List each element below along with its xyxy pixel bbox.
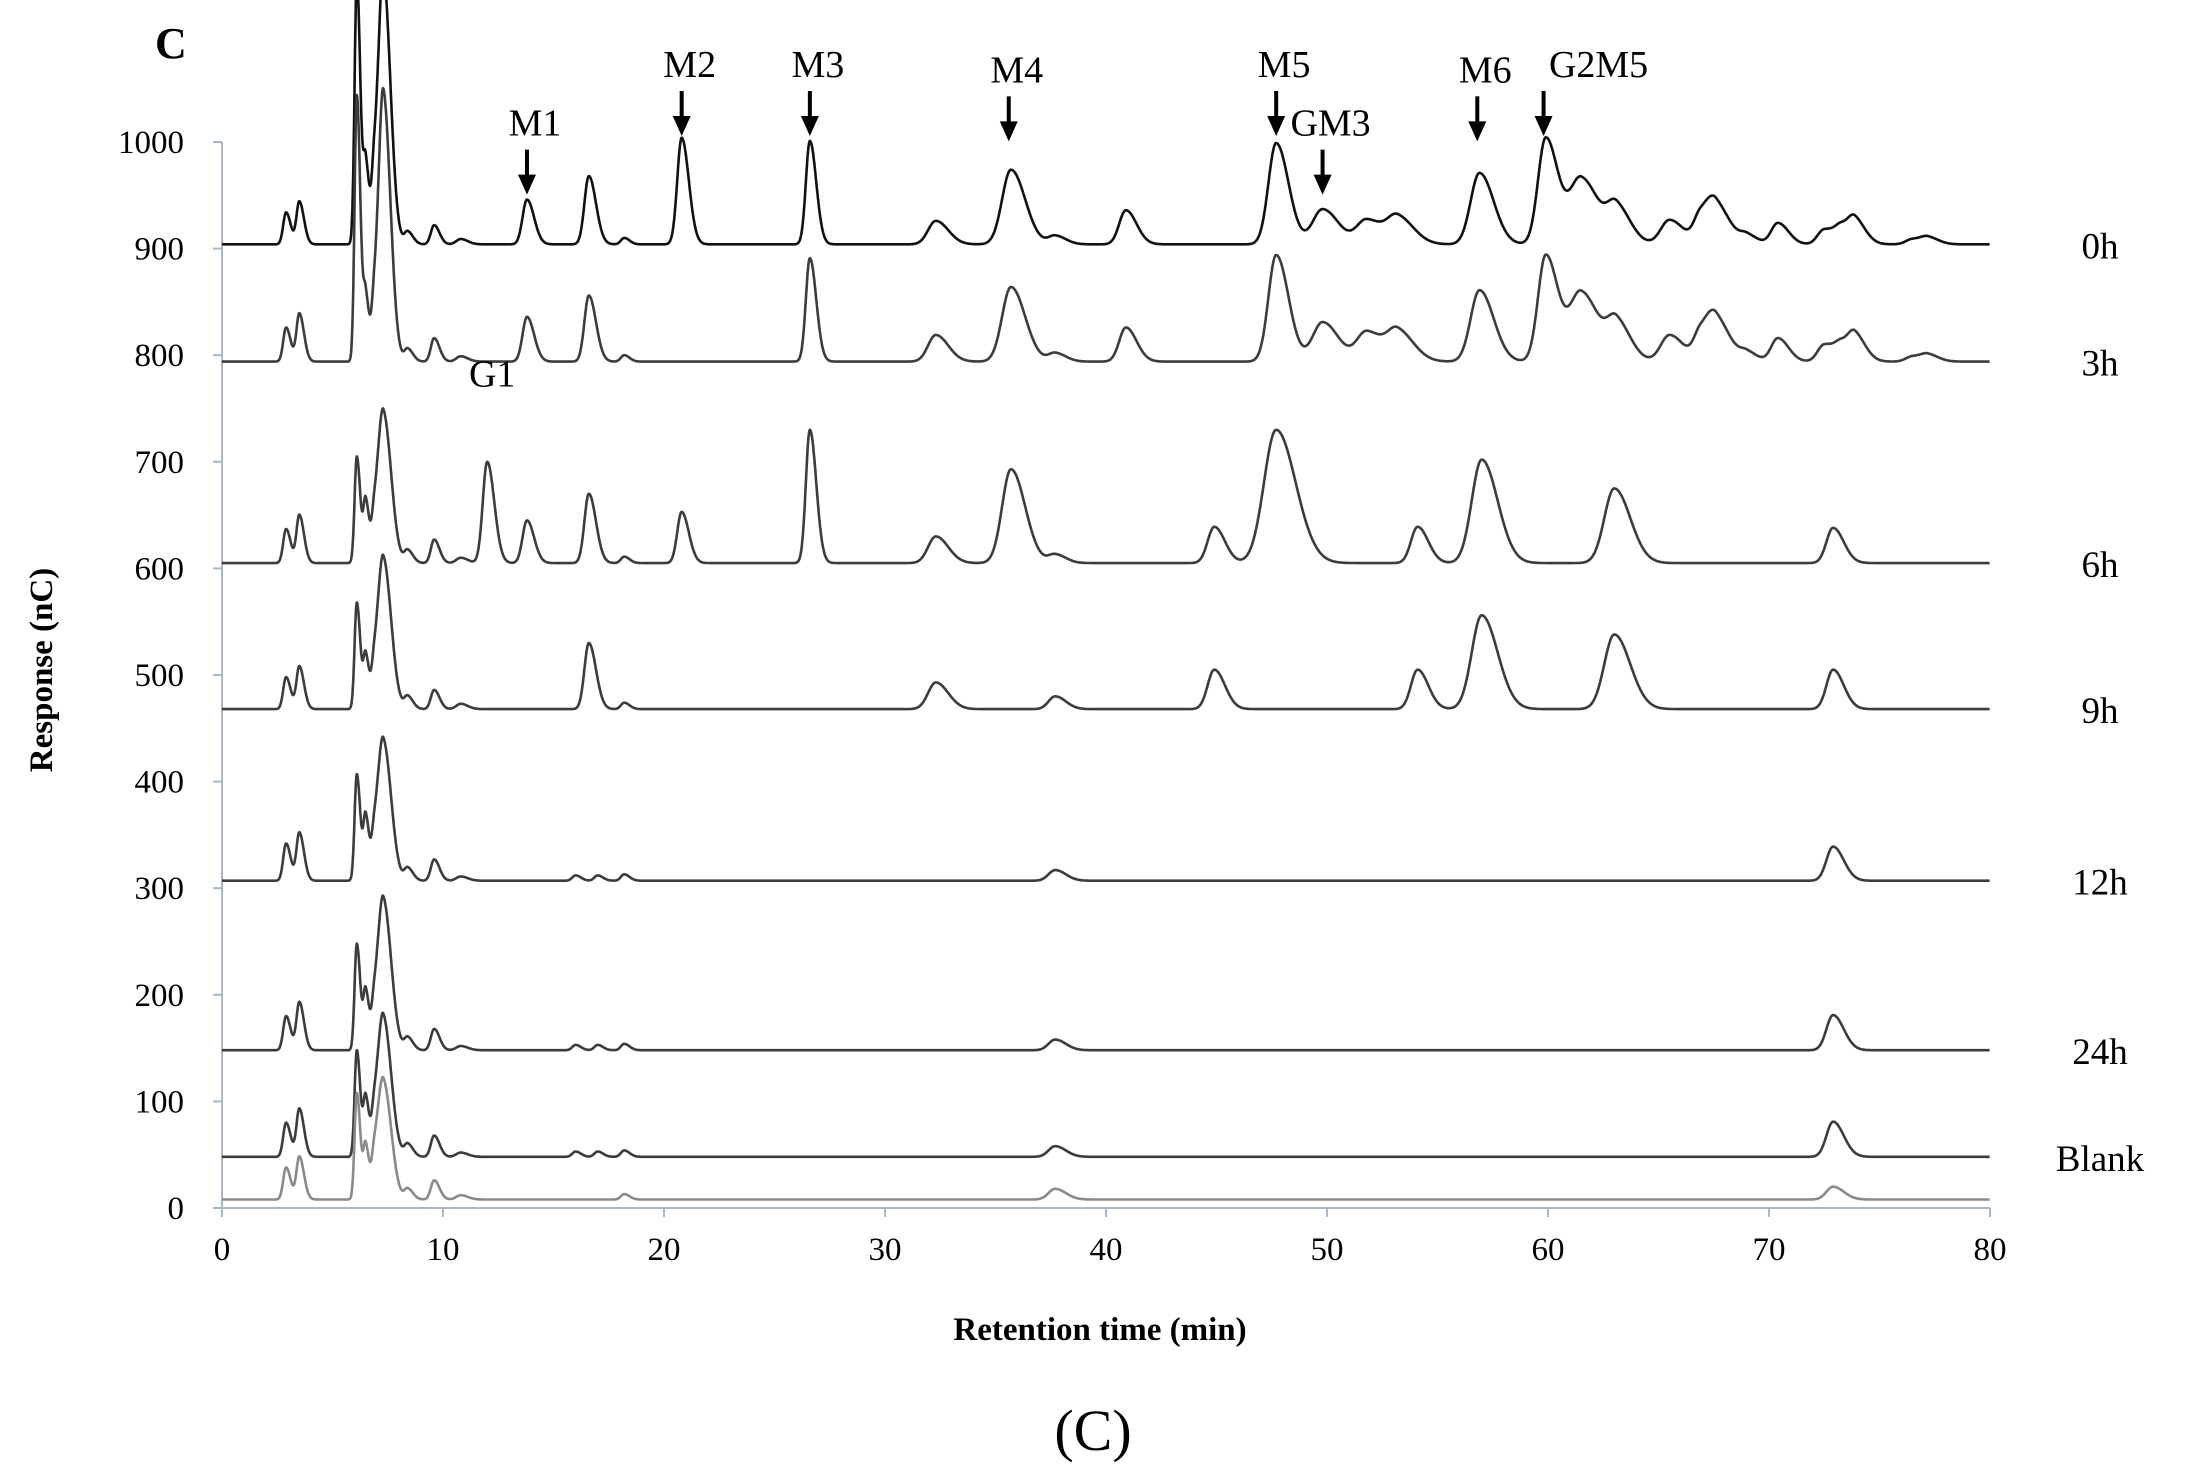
annotation-arrow-head (672, 116, 691, 136)
peak-label: M5 (1258, 44, 1311, 86)
y-tick-label: 100 (135, 1084, 185, 1120)
annotation-arrow-head (800, 116, 819, 136)
x-tick-label: 10 (427, 1232, 460, 1268)
trace-24h (221, 894, 1991, 1052)
x-tick-label: 70 (1753, 1232, 1786, 1268)
y-tick-label: 800 (135, 338, 185, 374)
trace-0h (221, 0, 1991, 246)
trace-3h (221, 86, 1991, 363)
x-tick-label: 0 (214, 1232, 231, 1268)
trace-12h (221, 735, 1991, 882)
y-tick-label: 300 (135, 871, 185, 907)
x-tick-label: 60 (1532, 1232, 1565, 1268)
y-axis-title: Response (nC) (24, 568, 60, 772)
series-label: 0h (2082, 226, 2120, 267)
peak-label: M6 (1459, 49, 1512, 91)
peak-label: G1 (469, 353, 515, 395)
x-tick-label: 40 (1090, 1232, 1123, 1268)
y-tick-label: 200 (135, 978, 185, 1014)
x-tick-label: 80 (1974, 1232, 2007, 1268)
y-tick-label: 600 (135, 551, 185, 587)
trace-unlabeled (221, 1075, 1991, 1201)
trace-6h (221, 407, 1991, 565)
series-label: 24h (2072, 1032, 2128, 1073)
y-tick-label: 900 (135, 232, 185, 268)
annotation-arrow-head (1313, 174, 1332, 195)
peak-label: G2M5 (1549, 44, 1648, 86)
peak-label: M1 (509, 103, 562, 145)
trace-blank (221, 1011, 1991, 1159)
y-tick-label: 400 (135, 765, 185, 801)
annotation-arrow-head (1267, 116, 1286, 136)
axes: 0 100 200 300 400 500 600 700 800 900 1000 0 10 20 30 4… (118, 125, 2007, 1268)
peak-label: M4 (990, 49, 1043, 91)
series-label: 3h (2082, 344, 2120, 385)
peak-label: M2 (663, 44, 716, 86)
y-tick-label: 1000 (118, 125, 184, 161)
annotation-arrow-head (999, 121, 1018, 142)
x-tick-label: 20 (648, 1232, 681, 1268)
chromatogram-traces: 0h 3h 6h 9h 12h 24h Blank (221, 0, 2145, 1201)
peak-annotations: M1 M2 M3 M4 M5 GM3 M6 G2M5 G1 (469, 44, 1648, 395)
series-label: Blank (2056, 1139, 2145, 1180)
figure-caption: (C) (1054, 1398, 1131, 1463)
panel-letter: C (155, 19, 187, 68)
trace-9h (221, 553, 1991, 711)
x-tick-label: 50 (1311, 1232, 1344, 1268)
peak-label: GM3 (1290, 103, 1370, 145)
peak-label: M3 (791, 44, 844, 86)
y-tick-label: 700 (135, 445, 185, 481)
annotation-arrow-head (517, 174, 536, 195)
series-label: 9h (2082, 691, 2120, 732)
x-axis-title: Retention time (min) (953, 1312, 1246, 1348)
y-tick-label: 0 (168, 1191, 185, 1227)
annotation-arrow-head (1468, 121, 1487, 142)
annotation-arrow-head (1534, 116, 1553, 136)
x-tick-label: 30 (869, 1232, 902, 1268)
series-label: 12h (2072, 863, 2128, 904)
series-label: 6h (2082, 545, 2120, 586)
y-tick-label: 500 (135, 658, 185, 694)
